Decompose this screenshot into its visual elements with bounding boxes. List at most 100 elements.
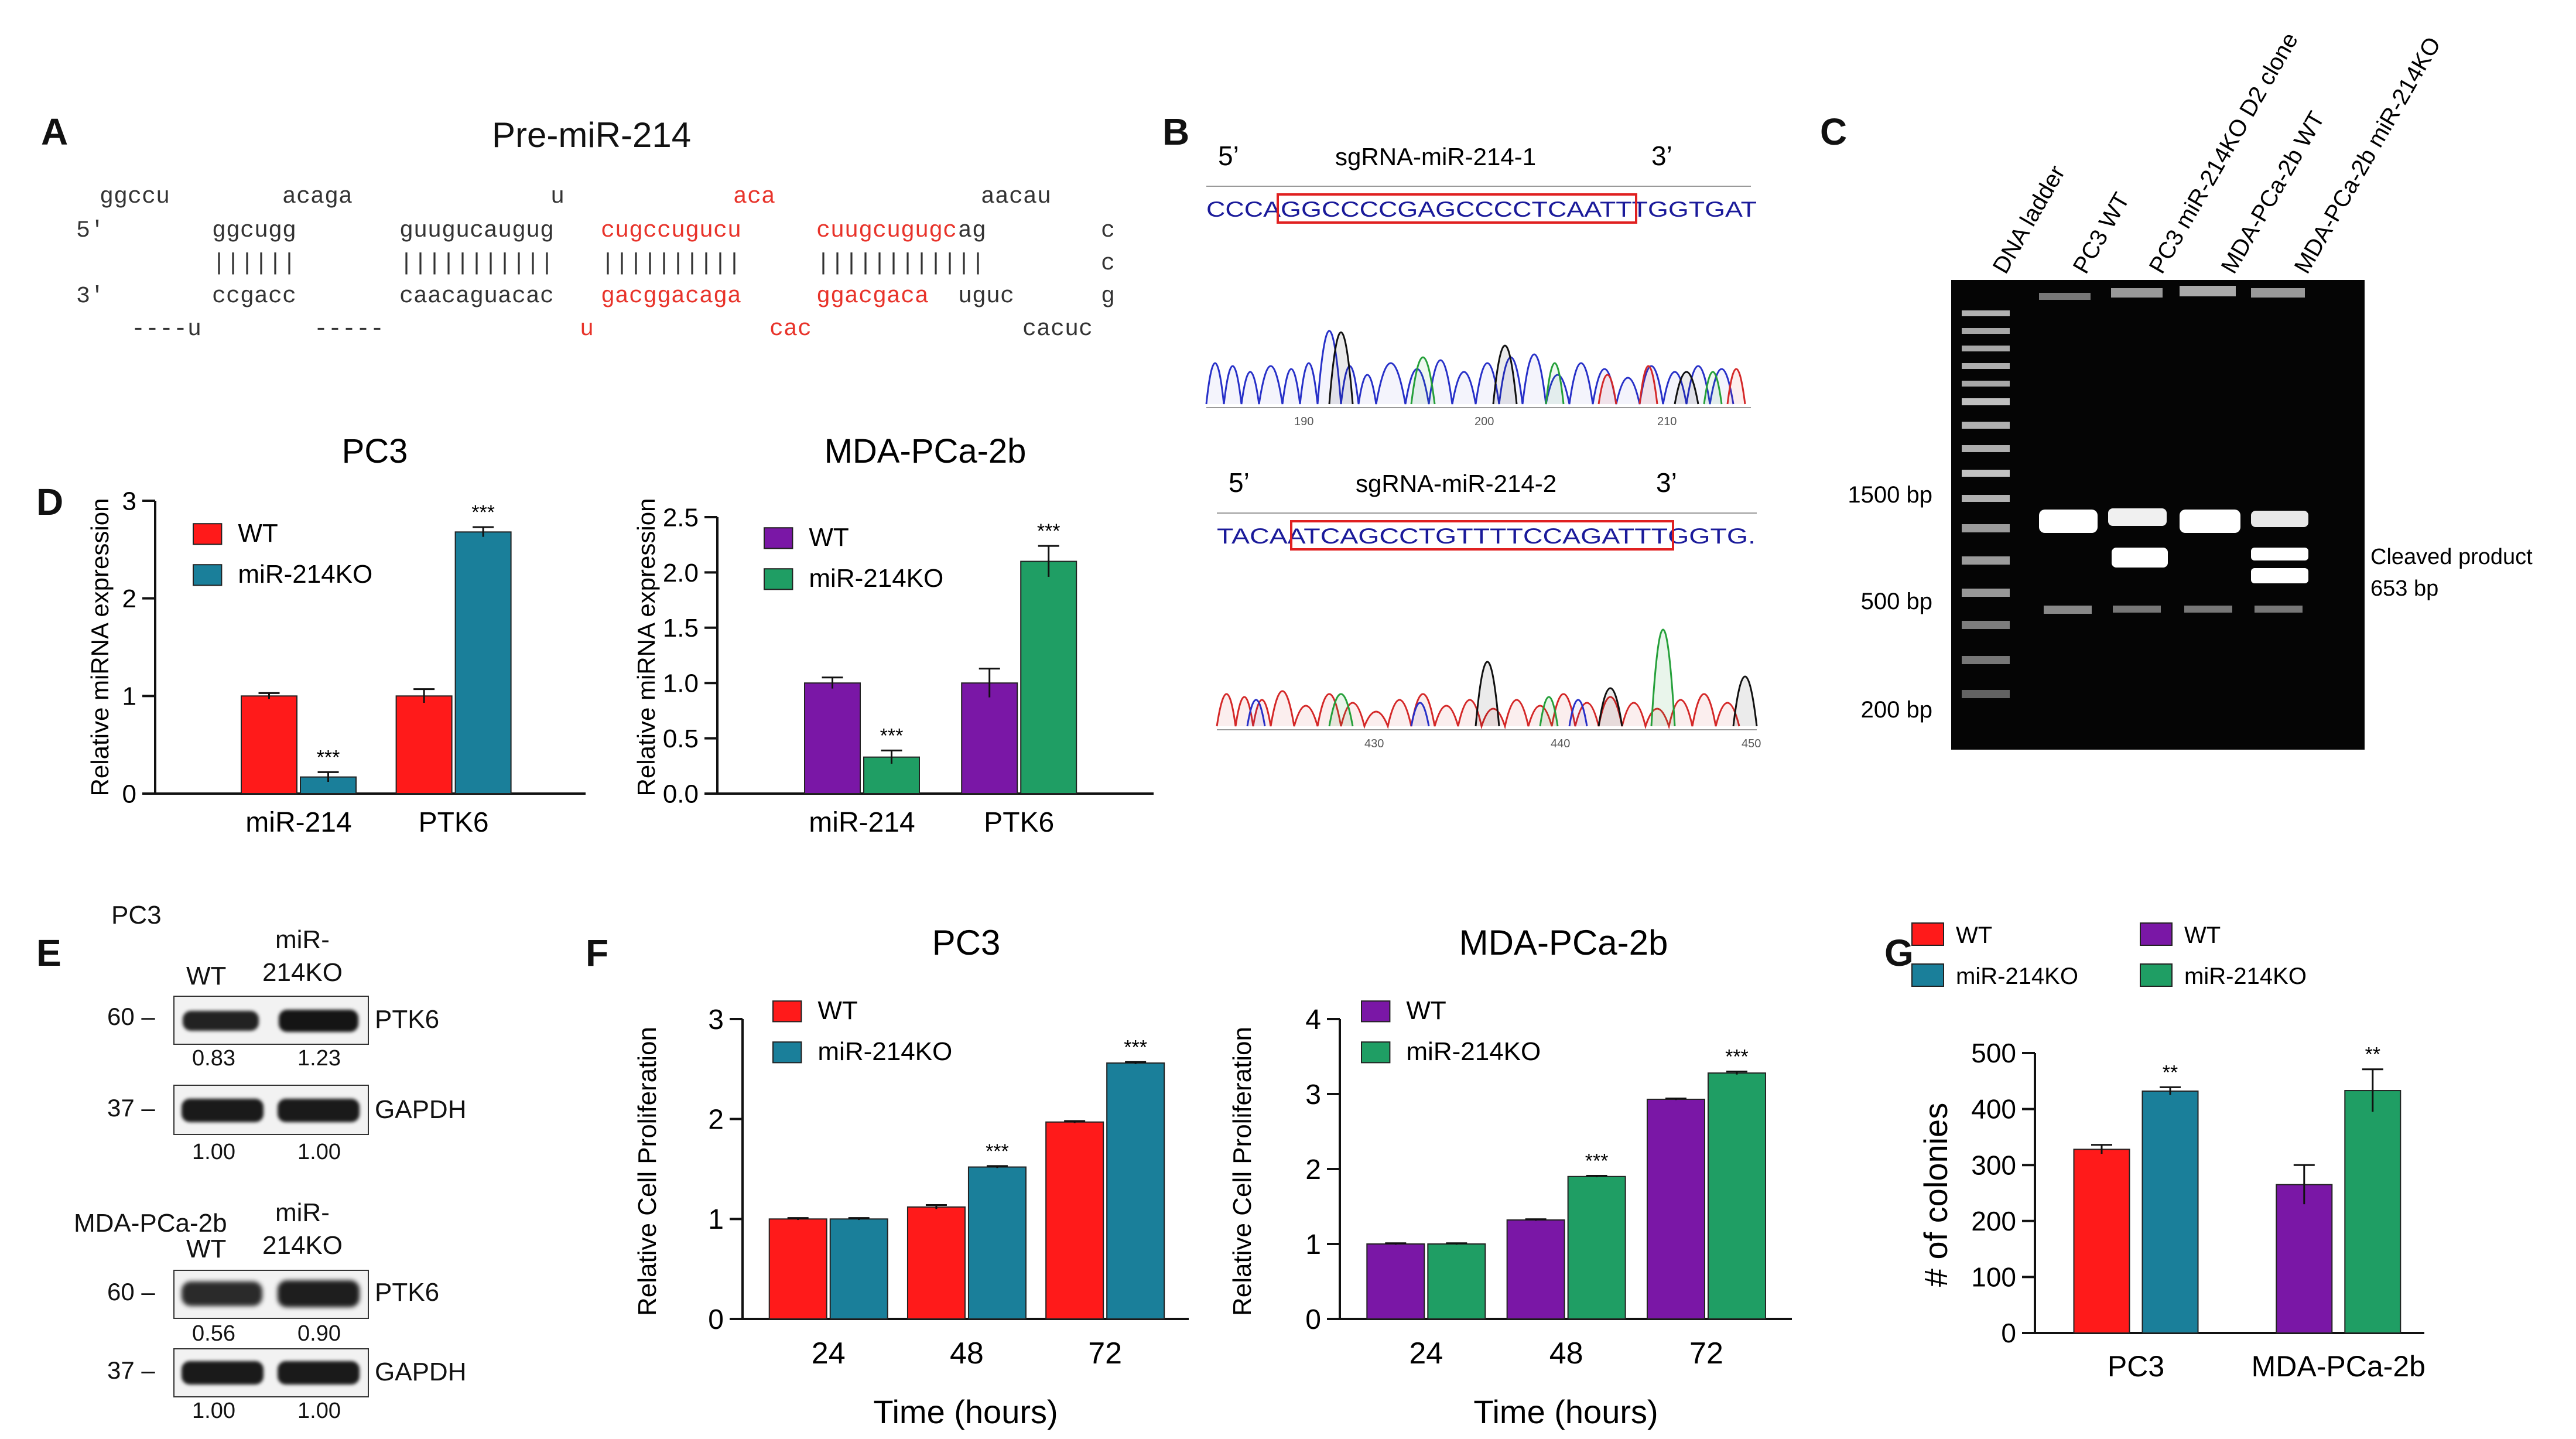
category-label: 48 [1549,1337,1583,1370]
blot2-q-gapdh-wt: 1.00 [192,1399,235,1423]
seq-row3-b: ||||||||||| [399,251,555,277]
bar [1506,1219,1565,1320]
y-tick-label: 1 [122,682,136,711]
legend-label: miR-214KO [1956,963,2078,989]
panel-letter-g: G [1884,932,1914,974]
trace2-tick-3: 450 [1742,737,1761,750]
seq-row1-b: acaga [282,184,353,210]
y-tick-label: 0.0 [663,780,699,808]
y-tick-label: 1.0 [663,669,699,698]
blot1-mw-60: 60 – [107,1003,155,1030]
legend-label: WT [238,519,278,548]
legend-swatch [193,523,223,545]
blot1-gapdh-band-ko [278,1099,360,1122]
seq-row4-e: uguc [958,283,1015,310]
y-tick-label: 0 [122,780,136,808]
bar [804,682,861,795]
trace1-tick-2: 200 [1475,415,1494,428]
trace1-tick-3: 210 [1657,415,1677,428]
seq-row5-d: cac [769,316,812,343]
y-tick-label: 2 [1305,1154,1321,1185]
legend-swatch [1361,1041,1391,1064]
gel-bands [1962,286,2308,698]
legend-label: WT [2184,922,2221,948]
chart-f-mda: MDA-PCa-2b 0 1 2 3 4 Relative Cell Proliferati… [1228,923,1792,1430]
trace1-guide-box [1277,193,1637,224]
significance-label: *** [317,746,340,768]
bar [1707,1072,1766,1320]
panel-letter-b: B [1162,111,1190,153]
bar [1427,1243,1486,1320]
legend-label: miR-214KO [817,1037,952,1066]
y-tick-label: 500 [1971,1038,2016,1068]
lane-label-2: PC3 WT [2068,189,2135,278]
bar [1366,1243,1425,1320]
trace2-tick-1: 430 [1364,737,1384,750]
panel-b-chromatograms: 5’ sgRNA-miR-214-1 3’ CCCAGGCCCCGAGCCCCT… [1205,141,1761,750]
x-axis-label: Time (hours) [873,1393,1058,1430]
significance-label: *** [471,501,495,524]
significance-label: *** [1725,1046,1749,1068]
category-label: PTK6 [419,807,489,838]
cleaved-product-size: 653 bp [2370,576,2438,601]
blot1-ptk6-strip [173,996,369,1045]
y-axis-label: Relative miRNA expression [86,498,114,797]
y-tick-label: 1 [708,1204,724,1235]
panel-letter-c: C [1820,111,1848,153]
seq-row4-d: ggacgaca [816,283,929,310]
seq-row2-d: cuugcugugc [816,218,957,244]
category-label: 72 [1088,1337,1122,1370]
blot2-gapdh-strip [173,1348,369,1397]
y-tick-label: 2.5 [663,503,699,532]
seq-row5-a: ----u [131,316,202,343]
seq-row1-c: u [550,184,565,210]
lane-label-1: DNA ladder [1988,161,2070,278]
blot1-q-gapdh-wt: 1.00 [192,1140,235,1164]
blot1-mw-37: 37 – [107,1094,155,1122]
lane-label-5: MDA-PCa-2b miR-214KO [2290,33,2446,278]
legend-swatch [772,1041,802,1064]
blot2-ptk6-strip [173,1270,369,1319]
blot1-ko-label-1: miR- [275,925,330,954]
seq-row4-f: g [1101,283,1116,310]
seq-row2-b: guugucaugug [399,218,555,244]
category-label: MDA-PCa-2b [2252,1350,2426,1383]
significance-label: *** [1037,520,1060,542]
legend-label: WT [1956,922,1992,948]
marker-200: 200 bp [1861,697,1932,723]
chart-g-colonies: 0 100 200 300 400 500 # of colonies ** PC3 ** MDA-… [1911,922,2426,1383]
bar [395,695,453,795]
trace2-guide-box [1290,520,1674,551]
significance-label: *** [1124,1036,1147,1058]
seq-row4-c: gacggacaga [601,283,742,310]
marker-500: 500 bp [1861,589,1932,614]
marker-1500: 1500 bp [1848,482,1932,508]
blot2-protein-ptk6: PTK6 [375,1278,440,1307]
blot2-protein-gapdh: GAPDH [375,1358,467,1386]
legend-label: miR-214KO [809,564,943,593]
bar [241,695,297,795]
bar [454,531,512,794]
y-tick-label: 2 [708,1104,724,1135]
trace1-3prime: 3’ [1651,141,1672,171]
y-tick-label: 0 [2001,1318,2016,1348]
category-label: 24 [812,1337,846,1370]
seq-row2-f: c [1101,218,1116,244]
y-axis-label: # of colonies [1917,1103,1954,1287]
legend-label: WT [809,523,849,552]
bar [1020,560,1077,794]
y-tick-label: 4 [1305,1004,1321,1035]
blot2-ko-label-2: 214KO [262,1231,343,1260]
blot2-ptk6-band-wt [182,1281,262,1306]
bar [967,1166,1027,1320]
y-tick-label: 1 [1305,1229,1321,1260]
trace2-peaks [1216,628,1758,730]
bar [1045,1121,1104,1320]
seq-row3-d: |||||||||||| [816,251,986,277]
category-label: miR-214 [245,807,351,838]
y-tick-label: 300 [1971,1150,2016,1180]
seq-row1-a: ggccu [100,184,170,210]
y-tick-label: 0.5 [663,724,699,753]
legend-swatch [764,568,793,590]
